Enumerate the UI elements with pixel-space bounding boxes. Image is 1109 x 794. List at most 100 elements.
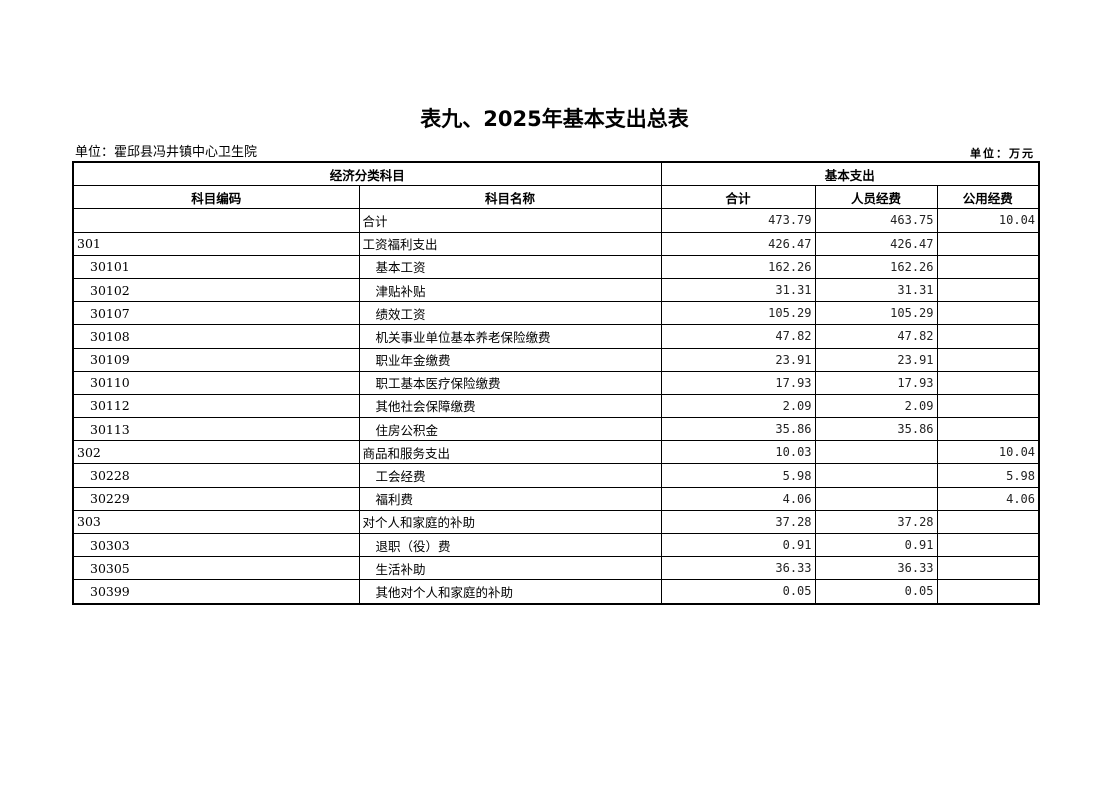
personnel-cell: 0.05 [814,579,938,605]
total-cell: 35.86 [660,417,816,442]
personnel-cell: 426.47 [814,231,938,256]
public-cell [936,347,1040,372]
table-row: 303 对个人和家庭的补助 37.28 37.28 [72,509,1040,535]
table-row: 30399 其他对个人和家庭的补助 0.05 0.05 [72,579,1040,605]
code-cell: 30107 [72,301,360,326]
name-cell: 其他社会保障缴费 [358,393,662,419]
name-cell: 福利费 [358,486,662,511]
name-cell: 机关事业单位基本养老保险缴费 [358,324,662,349]
code-cell: 30305 [72,556,360,581]
table-row: 30303 退职（役）费 0.91 0.91 [72,532,1040,558]
public-cell [936,417,1040,442]
header-group-row: 经济分类科目 基本支出 [72,161,1040,187]
personnel-cell: 463.75 [814,208,938,233]
name-cell: 职业年金缴费 [358,347,662,372]
personnel-cell: 23.91 [814,347,938,372]
table-row: 30228 工会经费 5.98 5.98 [72,463,1040,488]
personnel-cell: 37.28 [814,509,938,535]
public-cell [936,254,1040,279]
code-cell: 30112 [72,393,360,419]
table-row: 30113 住房公积金 35.86 35.86 [72,417,1040,442]
code-cell: 30109 [72,347,360,372]
table-row: 302 商品和服务支出 10.03 10.04 [72,440,1040,465]
personnel-cell: 0.91 [814,532,938,558]
personnel-cell: 47.82 [814,324,938,349]
public-cell [936,231,1040,256]
table-row: 30110 职工基本医疗保险缴费 17.93 17.93 [72,370,1040,395]
header-economic-classification: 经济分类科目 [72,161,662,187]
header-basic-expenditure: 基本支出 [660,161,1040,187]
code-cell: 30110 [72,370,360,395]
public-cell: 10.04 [936,208,1040,233]
organization-label: 单位：霍邱县冯井镇中心卫生院 [75,145,258,160]
public-cell [936,393,1040,419]
header-name: 科目名称 [358,185,662,210]
personnel-cell: 105.29 [814,301,938,326]
code-cell: 30303 [72,532,360,558]
table-row: 30109 职业年金缴费 23.91 23.91 [72,347,1040,372]
name-cell: 津贴补贴 [358,277,662,303]
table-row: 合计 473.79 463.75 10.04 [72,208,1040,233]
total-cell: 37.28 [660,509,816,535]
public-cell [936,277,1040,303]
code-cell: 30102 [72,277,360,303]
total-cell: 47.82 [660,324,816,349]
code-cell: 30101 [72,254,360,279]
public-cell: 4.06 [936,486,1040,511]
table-row: 30229 福利费 4.06 4.06 [72,486,1040,511]
public-cell [936,556,1040,581]
total-cell: 17.93 [660,370,816,395]
name-cell: 退职（役）费 [358,532,662,558]
table-row: 30107 绩效工资 105.29 105.29 [72,301,1040,326]
name-cell: 生活补助 [358,556,662,581]
total-cell: 4.06 [660,486,816,511]
basic-expenditure-table: 经济分类科目 基本支出 科目编码 科目名称 合计 人员经费 公用经费 合计 473… [72,161,1041,605]
name-cell: 其他对个人和家庭的补助 [358,579,662,605]
public-cell [936,532,1040,558]
table-row: 30102 津贴补贴 31.31 31.31 [72,277,1040,303]
public-cell: 5.98 [936,463,1040,488]
table-row: 30108 机关事业单位基本养老保险缴费 47.82 47.82 [72,324,1040,349]
personnel-cell [814,463,938,488]
public-cell [936,324,1040,349]
name-cell: 工资福利支出 [358,231,662,256]
header-public: 公用经费 [936,185,1040,210]
personnel-cell [814,486,938,511]
public-cell [936,509,1040,535]
name-cell: 职工基本医疗保险缴费 [358,370,662,395]
table-row: 301 工资福利支出 426.47 426.47 [72,231,1040,256]
personnel-cell [814,440,938,465]
total-cell: 10.03 [660,440,816,465]
name-cell: 工会经费 [358,463,662,488]
personnel-cell: 162.26 [814,254,938,279]
total-cell: 5.98 [660,463,816,488]
total-cell: 23.91 [660,347,816,372]
code-cell: 30399 [72,579,360,605]
public-cell [936,370,1040,395]
code-cell: 303 [72,509,360,535]
code-cell: 30113 [72,417,360,442]
table-row: 30101 基本工资 162.26 162.26 [72,254,1040,279]
personnel-cell: 2.09 [814,393,938,419]
header-column-row: 科目编码 科目名称 合计 人员经费 公用经费 [72,185,1040,210]
header-personnel: 人员经费 [814,185,938,210]
page-title: 表九、2025年基本支出总表 [420,107,689,131]
table-row: 30112 其他社会保障缴费 2.09 2.09 [72,393,1040,419]
name-cell: 合计 [358,208,662,233]
code-cell [72,208,360,233]
public-cell: 10.04 [936,440,1040,465]
public-cell [936,579,1040,605]
total-cell: 0.05 [660,579,816,605]
total-cell: 162.26 [660,254,816,279]
personnel-cell: 31.31 [814,277,938,303]
table-row: 30305 生活补助 36.33 36.33 [72,556,1040,581]
currency-unit-label: 单位：万元 [970,147,1035,160]
code-cell: 302 [72,440,360,465]
total-cell: 36.33 [660,556,816,581]
total-cell: 105.29 [660,301,816,326]
code-cell: 30229 [72,486,360,511]
personnel-cell: 36.33 [814,556,938,581]
code-cell: 301 [72,231,360,256]
public-cell [936,301,1040,326]
name-cell: 绩效工资 [358,301,662,326]
